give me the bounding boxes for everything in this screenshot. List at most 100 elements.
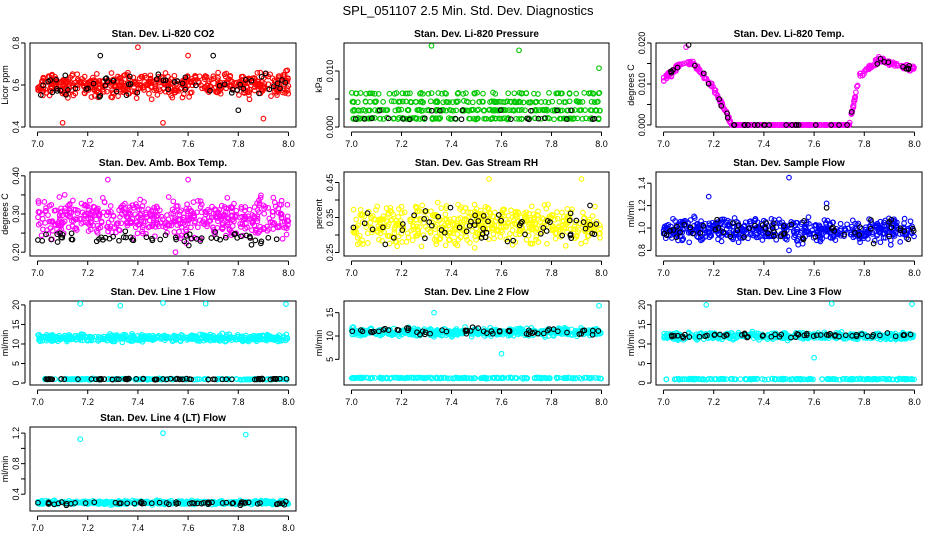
data-point <box>460 98 467 104</box>
data-point <box>48 236 55 243</box>
panel-title: Stan. Dev. Li-820 CO2 <box>112 29 215 40</box>
data-point <box>188 224 194 231</box>
x-axis: 7.0 7.2 7.4 7.6 7.8 8.0 <box>657 260 921 278</box>
data-point <box>113 86 120 92</box>
data-point <box>259 86 265 93</box>
data-point <box>74 210 81 217</box>
data-point <box>168 92 174 99</box>
data-point <box>449 116 455 122</box>
data-point <box>805 214 812 220</box>
plot-frame <box>343 42 610 128</box>
data-point <box>182 86 189 93</box>
data-point <box>172 217 179 223</box>
data-point <box>523 236 530 243</box>
data-point <box>696 68 703 75</box>
data-point <box>568 235 575 241</box>
data-point <box>107 223 114 230</box>
data-point <box>66 201 73 207</box>
panel-title: Stan. Dev. Gas Stream RH <box>415 158 538 169</box>
data-point <box>566 217 573 224</box>
data-point <box>183 205 190 212</box>
data-point <box>877 55 884 62</box>
data-point <box>724 114 731 121</box>
x-tick-label: 7.0 <box>657 268 670 278</box>
data-point <box>283 301 289 307</box>
data-point <box>729 122 735 128</box>
data-point <box>530 226 537 232</box>
data-point <box>35 200 42 206</box>
data-point <box>549 212 555 218</box>
data-point <box>455 89 462 96</box>
data-point <box>497 115 504 122</box>
data-point <box>705 80 712 87</box>
y-tick-label: 10 <box>325 331 335 341</box>
data-point <box>168 222 175 229</box>
data-point <box>516 116 522 122</box>
data-point <box>119 82 125 88</box>
data-point <box>140 84 147 91</box>
data-point <box>465 107 472 114</box>
data-point <box>74 76 81 82</box>
data-point <box>204 87 210 94</box>
data-point <box>138 214 144 221</box>
data-point <box>123 92 130 99</box>
data-point <box>160 77 167 84</box>
data-point <box>783 236 790 243</box>
data-point <box>358 107 364 114</box>
data-point <box>91 87 98 93</box>
data-point <box>35 214 41 221</box>
data-point <box>485 205 492 212</box>
data-point <box>265 81 272 88</box>
data-point <box>563 116 570 122</box>
data-point <box>463 228 470 235</box>
y-tick-label: 5 <box>325 357 335 362</box>
data-point <box>248 241 255 248</box>
data-point <box>225 76 232 82</box>
data-point <box>53 76 60 83</box>
data-point <box>887 241 894 248</box>
x-axis: 7.0 7.2 7.4 7.6 7.8 8.0 <box>345 389 608 407</box>
data-point <box>851 97 858 104</box>
data-point <box>432 223 439 230</box>
data-point <box>570 115 577 122</box>
data-point <box>479 98 486 105</box>
data-point <box>854 83 860 90</box>
data-point <box>271 220 278 226</box>
data-point <box>266 86 273 93</box>
data-point <box>399 221 406 227</box>
x-tick-label: 7.6 <box>495 397 508 407</box>
data-point <box>524 115 530 122</box>
data-point <box>117 88 124 95</box>
data-point <box>215 69 221 76</box>
data-point <box>237 221 244 227</box>
data-point <box>271 81 277 88</box>
data-point <box>56 212 63 219</box>
data-point <box>588 98 595 105</box>
data-point <box>695 65 701 72</box>
data-point <box>373 207 379 213</box>
data-point <box>837 220 844 227</box>
data-point <box>692 62 698 69</box>
data-point <box>76 216 83 222</box>
x-tick-label: 7.2 <box>81 268 94 278</box>
data-point <box>863 66 870 72</box>
data-point <box>718 103 725 109</box>
data-point <box>138 73 145 80</box>
data-points <box>661 300 917 383</box>
data-point <box>46 203 53 209</box>
data-point <box>413 216 420 223</box>
data-point <box>712 87 719 93</box>
data-point <box>421 115 428 122</box>
data-point <box>202 300 209 307</box>
data-point <box>158 219 165 226</box>
data-point <box>591 99 598 105</box>
data-point <box>204 223 210 230</box>
data-point <box>122 72 128 78</box>
data-point <box>428 222 435 229</box>
data-point <box>768 122 775 128</box>
data-point <box>491 235 497 242</box>
data-points <box>660 174 917 254</box>
data-point <box>415 107 422 113</box>
